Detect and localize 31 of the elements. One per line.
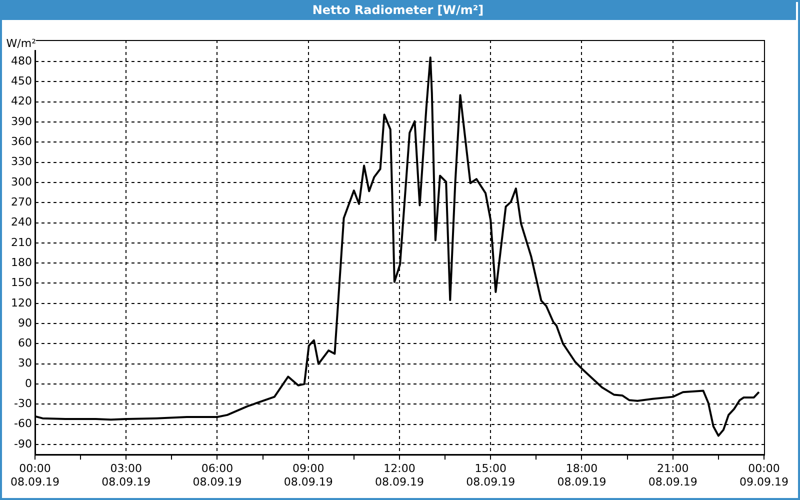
x-tick-label: 15:00 08.09.19	[466, 462, 516, 488]
x-tick-label: 21:00 08.09.19	[648, 462, 698, 488]
y-tick-label: 480	[10, 54, 32, 68]
x-tick-label: 06:00 08.09.19	[192, 462, 242, 488]
y-tick-label: 150	[10, 276, 32, 290]
y-tick-label: 60	[18, 336, 32, 350]
y-tick-label: -30	[14, 397, 32, 410]
y-tick-label: -60	[14, 417, 32, 430]
y-tick-label: 120	[10, 296, 32, 310]
x-tick-label: 09:00 08.09.19	[284, 462, 333, 488]
y-tick-label: 0	[24, 376, 32, 390]
y-tick-label: 30	[18, 356, 32, 370]
x-tick-label: 00:00 08.09.19	[10, 462, 60, 488]
y-tick-label: 210	[10, 236, 32, 249]
y-tick-label: 360	[10, 134, 32, 148]
y-tick-label: 270	[10, 195, 32, 208]
y-tick-label: 450	[10, 74, 32, 88]
y-tick-label: 330	[10, 155, 32, 168]
chart-title: Netto Radiometer [W/m²]	[0, 0, 796, 20]
x-tick-label: 03:00 08.09.19	[102, 462, 151, 488]
x-tick-label: 00:00 09.09.19	[740, 462, 788, 488]
x-tick-label: 12:00 08.09.19	[375, 462, 424, 488]
y-tick-label: 240	[10, 216, 32, 229]
y-tick-label: 300	[10, 175, 32, 188]
y-tick-label: 390	[10, 114, 32, 128]
y-tick-label: 420	[10, 94, 32, 108]
y-tick-label: 90	[18, 316, 32, 330]
x-tick-label: 18:00 08.09.19	[557, 462, 606, 488]
y-tick-label: -90	[14, 437, 32, 450]
y-axis-title: W/m²	[6, 37, 36, 50]
y-tick-label: 180	[10, 256, 32, 269]
